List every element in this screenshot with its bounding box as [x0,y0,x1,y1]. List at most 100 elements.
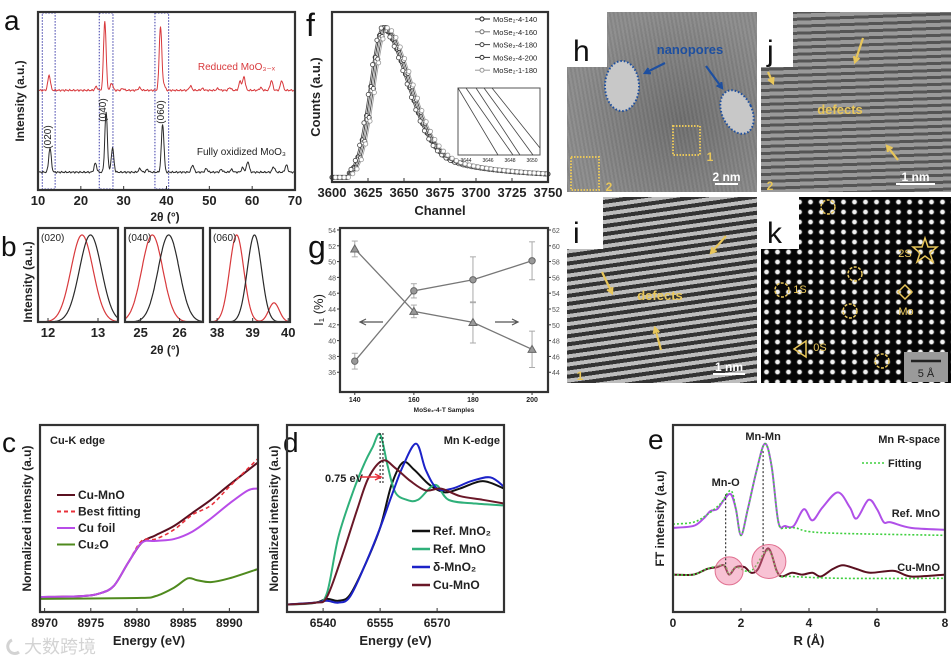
plot-frame-d [285,423,506,614]
y-tick-label: 40 [328,339,336,346]
data-point [445,152,451,158]
y-tick-label: 50 [328,260,336,267]
x-tick-label: 30 [116,193,130,208]
data-point [410,82,416,88]
site-label: 0S [813,342,826,354]
data-point [462,161,468,167]
data-point [421,128,427,134]
data-point [501,167,507,173]
watermark-logo-icon [6,638,20,655]
x-tick-label: 140 [349,397,361,404]
data-point [374,37,380,43]
data-point [357,142,363,148]
data-point [378,25,384,31]
y-tick-label-right: 52 [552,307,560,314]
x-tick-label: 38 [210,325,224,340]
arrow-icon [852,37,865,65]
legend-label: Ref. MnO [433,542,486,556]
y-tick-label-right: 46 [552,354,560,361]
data-point [432,136,438,142]
arrow-icon [652,325,663,351]
x-tick-label: 0 [670,616,677,630]
data-point [384,25,390,31]
data-point [408,94,414,100]
y-axis-label: Intensity (a.u.) [21,241,35,322]
x-tick-label: 39 [245,325,259,340]
arrow-icon [709,235,727,255]
site-label: Mo [898,306,913,318]
data-point [484,165,490,171]
series-label: Ref. MnO [892,508,941,520]
inset-line [483,87,534,156]
triangle-marker [409,306,419,315]
circle-marker [410,287,418,295]
data-point [540,171,546,177]
x-tick-label: 4 [806,616,813,630]
triangle-marker [349,243,360,253]
region-box [570,156,600,191]
y-tick-label-right: 48 [552,339,560,346]
region-label: 1 [707,150,714,164]
data-point [492,166,498,172]
y-axis-label: FT intensity (a.u) [653,470,667,566]
left-axis-arrow [358,318,383,326]
x-tick-label: 13 [91,325,105,340]
nanopore [604,60,640,112]
triangle-marker-icon [792,339,807,359]
x-tick-label: 180 [467,397,479,404]
vacancy-circle [774,282,790,298]
y-tick-label: 44 [328,307,336,314]
x-tick-label: 40 [281,325,295,340]
peak-label: (020) [43,125,54,148]
data-point [440,148,446,154]
triangle-marker [468,317,478,326]
data-point [535,170,541,176]
highlight-circle [751,544,787,580]
data-point [396,55,402,61]
inset-tick-label: 3648 [504,158,515,164]
plot-frame-c [38,423,260,614]
panel-letter: c [2,427,16,458]
inset-line [457,87,499,156]
data-point [531,170,537,176]
y-tick-label: 48 [328,275,336,282]
peak-label: Mn-O [712,477,741,489]
x-tick-label: 6 [874,616,881,630]
data-point [352,157,358,163]
vacancy-circle [847,266,863,282]
legend-label: Fitting [888,458,922,470]
vacancy-circle [820,199,836,215]
x-tick-label: 160 [408,397,420,404]
x-axis-label: R (Å) [793,633,824,648]
data-point [417,118,423,124]
data-point [518,169,524,175]
x-axis-label: 2θ (°) [150,343,179,357]
legend-marker [479,29,485,35]
legend-label: Cu₂O [78,538,109,552]
x-tick-label: 8980 [124,616,151,630]
y-axis-label: Normalized intensity (a.u) [267,445,281,591]
x-axis-label: Energy (eV) [359,633,431,648]
plot-frame-b [208,226,292,324]
data-point [363,141,369,147]
data-point [453,158,459,164]
data-point [367,118,373,124]
series-line [39,461,259,599]
panel-letter: a [4,5,20,36]
x-tick-label: 26 [172,325,186,340]
data-point [400,68,406,74]
series-line [286,459,505,606]
x-tick-label: 3750 [534,185,563,200]
x-tick-label: 12 [41,325,55,340]
series-line [124,234,203,323]
y-tick-label-right: 50 [552,323,560,330]
data-point [458,159,464,165]
x-tick-label: 40 [159,193,173,208]
data-point [449,155,455,161]
x-tick-label: 8985 [170,616,197,630]
defects-label: defects [637,288,683,303]
data-point [419,108,425,114]
legend-label: MoSe₂-4-160 [493,28,537,37]
